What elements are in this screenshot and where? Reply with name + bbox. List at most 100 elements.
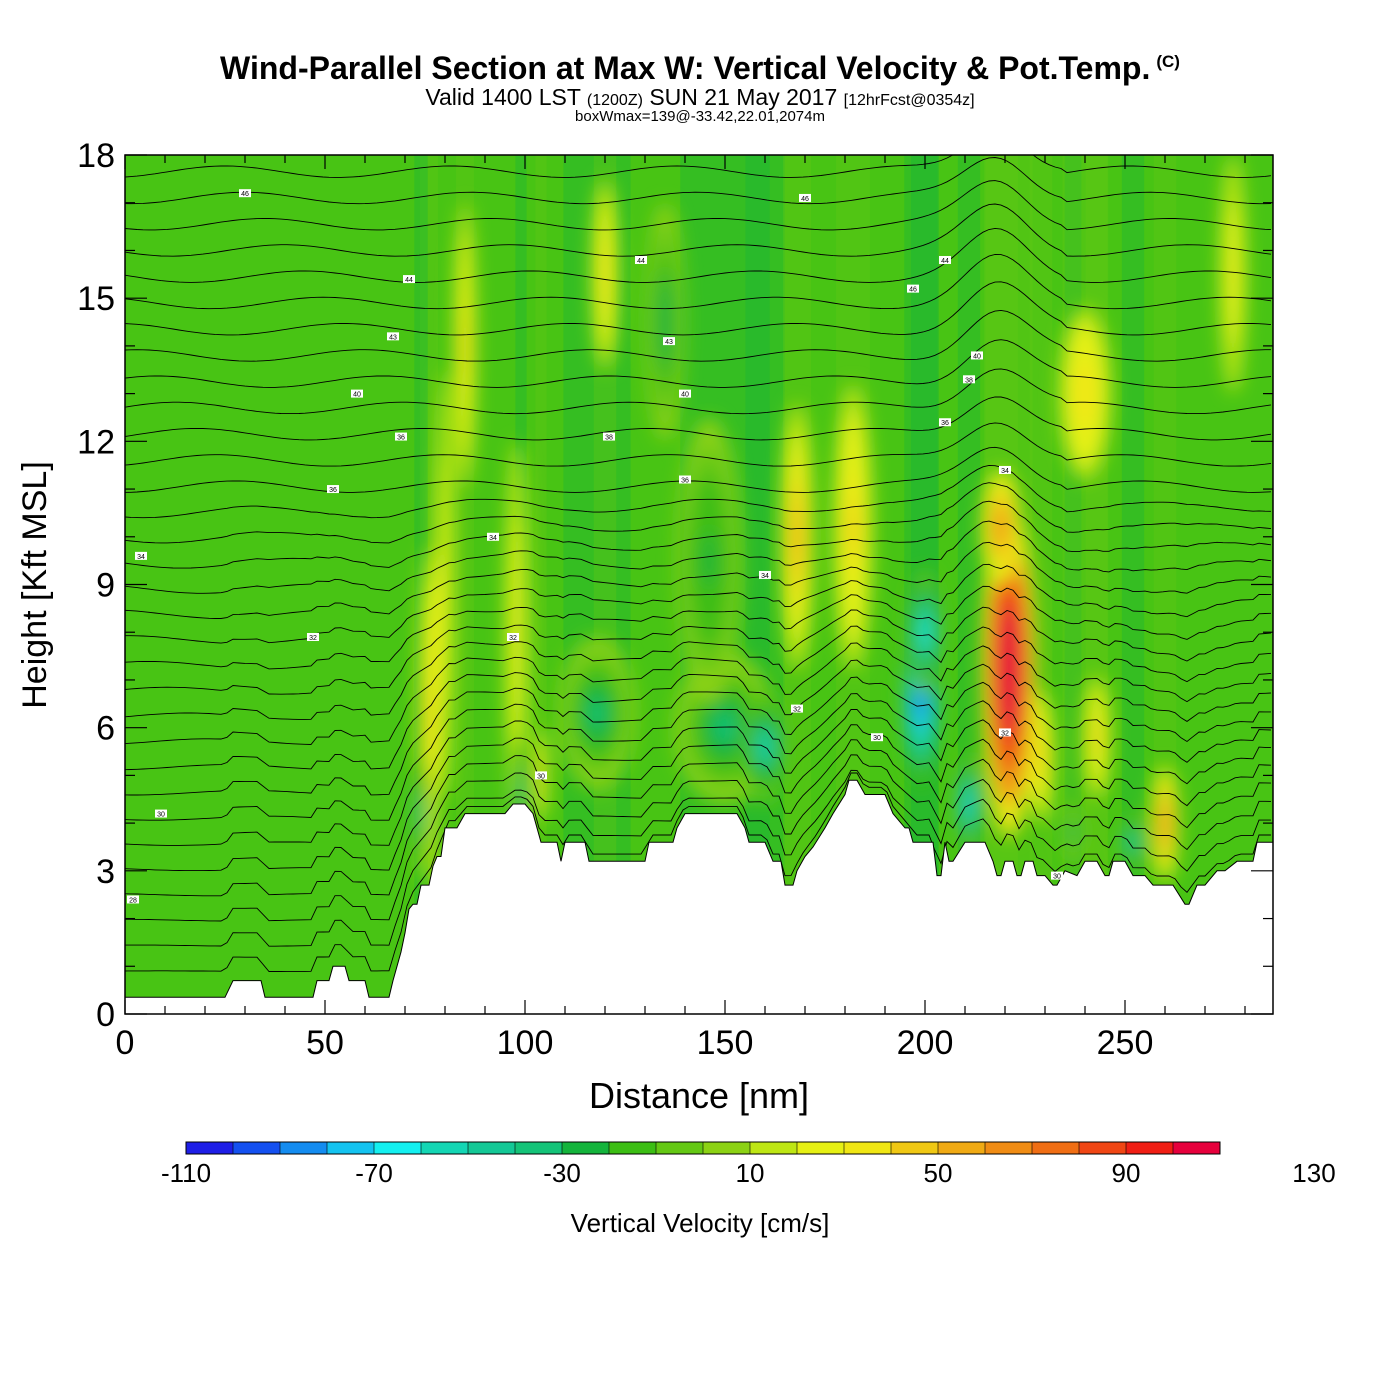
y-axis-label: Height [Kft MSL] <box>16 461 54 709</box>
theta-contour-label: 34 <box>487 532 499 542</box>
x-axis-label: Distance [nm] <box>589 1075 809 1116</box>
chart-title: Wind-Parallel Section at Max W: Vertical… <box>0 50 1400 87</box>
y-tick-label: 9 <box>96 567 115 605</box>
theta-contour-label: 30 <box>155 809 167 819</box>
theta-contour-line <box>125 108 1271 151</box>
colorbar-swatch <box>374 1142 422 1154</box>
velocity-cell <box>1130 836 1136 848</box>
theta-contour-label: 34 <box>135 551 147 561</box>
chart-title-text: Wind-Parallel Section at Max W: Vertical… <box>220 50 1151 86</box>
theta-contour-line <box>125 254 1272 310</box>
colorbar-swatch <box>891 1142 939 1154</box>
velocity-cell <box>514 594 520 671</box>
theta-contour-line <box>125 659 1272 771</box>
velocity-cell <box>1038 742 1044 770</box>
theta-contour-label-bg <box>1051 871 1063 880</box>
theta-contour-label-bg <box>971 351 983 360</box>
theta-contour-labels: 46 44 43 40 36 36 34 32 34 32 30 44 43 38 40 36 46 34 32 30… <box>127 189 1063 904</box>
velocity-cell <box>1230 250 1236 299</box>
x-axis: 0 50 100 150 200 250 <box>116 155 1246 1062</box>
theta-contour-label-bg <box>127 895 139 904</box>
colorbar-tick-label: 10 <box>736 1158 765 1188</box>
colorbar-swatch <box>421 1142 469 1154</box>
theta-contour-label-bg <box>939 255 951 264</box>
theta-contour-line <box>125 625 1272 720</box>
theta-contour-label-text: 30 <box>157 812 165 819</box>
velocity-cell <box>921 619 929 645</box>
theta-contour-label-bg <box>679 389 691 398</box>
colorbar-swatch <box>468 1142 516 1154</box>
colorbar-label: Vertical Velocity [cm/s] <box>571 1208 830 1238</box>
theta-contour-label-bg <box>403 275 415 284</box>
theta-contour-label: 34 <box>999 465 1011 475</box>
theta-contour-label: 30 <box>1051 871 1063 881</box>
velocity-cells <box>413 155 1246 890</box>
colorbar-swatch <box>515 1142 563 1154</box>
theta-contour-line <box>125 157 1272 205</box>
theta-contour-label-text: 40 <box>973 353 981 360</box>
theta-contour-line <box>125 606 1272 695</box>
colorbar-tick-label: -30 <box>543 1158 581 1188</box>
theta-contour-label-bg <box>327 485 339 494</box>
colorbar-swatch <box>562 1142 610 1154</box>
theta-contour-label-bg <box>799 193 811 202</box>
theta-contour-label-bg <box>663 337 675 346</box>
theta-contour-label: 38 <box>603 432 615 442</box>
theta-contour-label: 32 <box>791 704 803 714</box>
colorbar-swatch <box>327 1142 375 1154</box>
x-tick-label: 150 <box>697 1024 754 1062</box>
theta-contour-label-bg <box>395 432 407 441</box>
theta-contour-label-text: 43 <box>665 339 673 346</box>
theta-contour-label-text: 38 <box>605 435 613 442</box>
theta-contour-line <box>125 520 1272 594</box>
theta-contour-label-text: 43 <box>389 334 397 341</box>
velocity-cell <box>589 698 605 729</box>
theta-contour-label-bg <box>999 465 1011 474</box>
colorbar-swatch <box>656 1142 704 1154</box>
theta-contour-label-bg <box>791 704 803 713</box>
theta-contour-line <box>125 500 1272 569</box>
theta-contour-label-text: 44 <box>941 258 949 265</box>
theta-contour-line <box>125 339 1272 388</box>
colorbar-swatch <box>1173 1142 1221 1154</box>
x-tick-label: 100 <box>497 1024 554 1062</box>
theta-contour-line <box>125 422 1272 467</box>
theta-contour-label-text: 36 <box>681 478 689 485</box>
theta-contour-line <box>125 368 1272 415</box>
copyright-tag: (C) <box>1156 52 1180 72</box>
velocity-stripe <box>535 155 547 1014</box>
velocity-cell <box>443 541 447 628</box>
colorbar-swatch <box>985 1142 1033 1154</box>
theta-contour-label-bg <box>155 809 167 818</box>
y-tick-label: 15 <box>77 280 115 318</box>
max-w-subtitle: boxWmax=139@-33.42,22.01,2074m <box>575 108 825 125</box>
theta-contour-label-text: 46 <box>909 287 917 294</box>
theta-contour-label-text: 36 <box>329 487 337 494</box>
colorbar-swatch <box>1032 1142 1080 1154</box>
theta-contour-label-bg <box>307 632 319 641</box>
theta-contour-line <box>125 281 1272 336</box>
theta-contour-label-bg <box>871 733 883 742</box>
theta-contour-label-text: 32 <box>1001 730 1009 737</box>
velocity-cell <box>702 532 716 590</box>
velocity-cell <box>714 712 736 743</box>
theta-contour-label-text: 34 <box>489 535 497 542</box>
theta-contour-label: 46 <box>239 189 251 198</box>
velocity-cell <box>849 498 857 556</box>
theta-contour-line <box>125 309 1271 362</box>
colorbar-tick-label: -110 <box>161 1158 211 1188</box>
theta-contour-label-text: 40 <box>353 392 361 399</box>
velocity-cell <box>426 683 432 753</box>
colorbar-swatch <box>280 1142 328 1154</box>
y-tick-label: 12 <box>77 423 115 461</box>
theta-contour-line <box>125 180 1272 231</box>
theta-contour-label: 32 <box>507 632 519 642</box>
y-tick-label: 3 <box>96 853 115 891</box>
theta-contour-line <box>125 396 1272 441</box>
theta-contour-label-bg <box>135 551 147 560</box>
colorbar-swatch <box>186 1142 234 1154</box>
theta-contours <box>125 108 1272 972</box>
theta-contour-label: 32 <box>307 632 319 642</box>
velocity-cell <box>1094 724 1100 750</box>
velocity-cell <box>966 794 972 814</box>
